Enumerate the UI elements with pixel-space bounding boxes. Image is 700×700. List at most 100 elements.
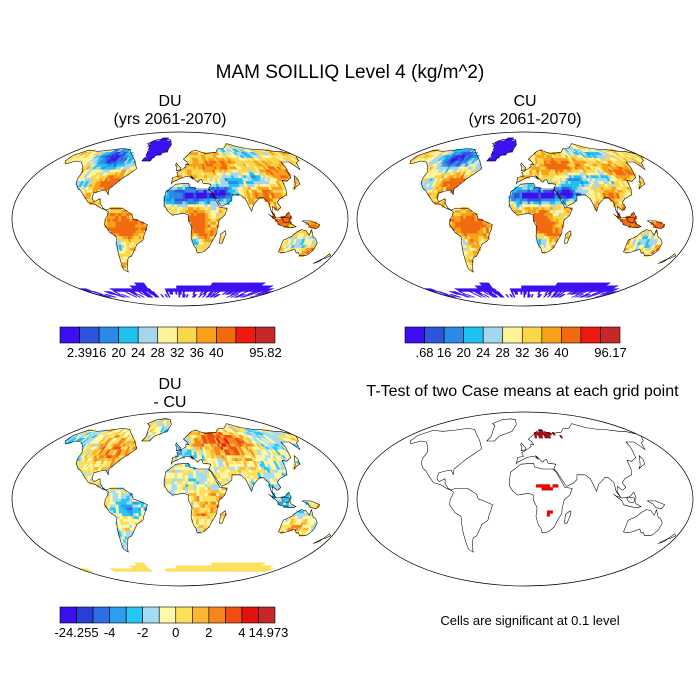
grid-cell (186, 166, 190, 170)
grid-cell (239, 294, 250, 298)
grid-cell (112, 221, 116, 226)
grid-cell (530, 201, 534, 205)
grid-cell (521, 201, 526, 205)
grid-cell (521, 204, 526, 208)
grid-cell (524, 207, 529, 211)
grid-cell (115, 212, 119, 217)
grid-cell (533, 215, 537, 220)
grid-cell (242, 294, 253, 298)
grid-cell (273, 201, 277, 205)
grid-cell (552, 224, 556, 228)
coastline-nz (312, 253, 331, 264)
grid-cell (549, 215, 554, 220)
grid-cell (472, 230, 476, 234)
grid-cell (628, 192, 634, 197)
grid-cell (204, 212, 209, 217)
grid-cell (519, 186, 523, 191)
grid-cell (187, 201, 192, 205)
grid-cell (126, 212, 130, 217)
grid-cell (571, 294, 580, 298)
grid-cell (187, 198, 192, 202)
grid-cell (451, 215, 456, 220)
grid-cell (524, 172, 528, 176)
grid-cell (138, 236, 143, 240)
coastline-newguinea (646, 220, 665, 229)
grid-cell (554, 198, 559, 202)
grid-cell (544, 230, 548, 234)
grid-cell (545, 244, 550, 249)
grid-cell (485, 230, 490, 234)
grid-cell (460, 207, 465, 211)
grid-cell (479, 221, 484, 226)
grid-cell (457, 227, 462, 231)
grid-cell (182, 169, 185, 173)
grid-cell (535, 210, 540, 214)
grid-cell (213, 207, 217, 211)
grid-cell (524, 204, 529, 208)
grid-cell (601, 291, 612, 295)
grid-cell (598, 198, 603, 202)
grid-cell (132, 221, 136, 226)
grid-cell (546, 230, 551, 234)
grid-cell (123, 221, 128, 226)
grid-cell (174, 204, 178, 208)
grid-cell (549, 204, 553, 208)
grid-cell (541, 198, 545, 202)
grid-cell (204, 198, 208, 202)
grid-cell (283, 192, 289, 197)
grid-cell (176, 210, 181, 214)
grid-cell (530, 192, 534, 197)
grid-cell (555, 221, 559, 226)
grid-cell (552, 218, 557, 223)
grid-cell (538, 224, 543, 228)
coastline-eurasia (516, 143, 646, 219)
grid-cell (179, 201, 184, 205)
grid-cell (524, 201, 529, 205)
grid-cell (195, 241, 200, 246)
grid-cell (206, 241, 210, 246)
grid-cell (204, 224, 209, 228)
grid-cell (112, 215, 116, 220)
grid-cell (543, 233, 548, 237)
grid-cell (558, 207, 562, 211)
grid-cell (106, 215, 111, 220)
grid-cell (212, 230, 217, 234)
grid-cell (289, 247, 294, 252)
grid-cell (182, 210, 186, 214)
grid-cell (182, 186, 186, 191)
coastline-nz (657, 253, 676, 264)
grid-cell (172, 458, 176, 462)
grid-cell (148, 437, 153, 442)
grid-cell (136, 239, 140, 243)
grid-cell (174, 186, 178, 191)
grid-cell (474, 221, 478, 226)
grid-cell (468, 218, 473, 223)
grid-cell (193, 204, 197, 208)
grid-cell (143, 224, 147, 228)
grid-cell (571, 291, 580, 295)
grid-cell (195, 189, 199, 194)
grid-cell (204, 236, 208, 240)
grid-cell (115, 224, 119, 228)
grid-cell (620, 198, 625, 202)
grid-cell (530, 294, 534, 298)
grid-cell (543, 198, 548, 202)
grid-cell (471, 227, 476, 231)
grid-cell (210, 224, 214, 228)
grid-cell (166, 198, 170, 202)
panel-cu-title-line2: (yrs 2061-2070) (468, 111, 582, 128)
grid-cell (196, 218, 200, 223)
grid-cell (485, 227, 490, 231)
map-diff (11, 411, 349, 587)
grid-cell (538, 221, 543, 226)
grid-cell (215, 207, 220, 211)
grid-cell (188, 212, 192, 217)
grid-cell (127, 233, 131, 237)
grid-cell (524, 192, 528, 197)
grid-cell (547, 212, 551, 217)
grid-cell (140, 224, 145, 228)
grid-cell (527, 201, 531, 205)
grid-cell (460, 227, 465, 231)
grid-cell (182, 464, 186, 468)
grid-cell (179, 452, 183, 456)
